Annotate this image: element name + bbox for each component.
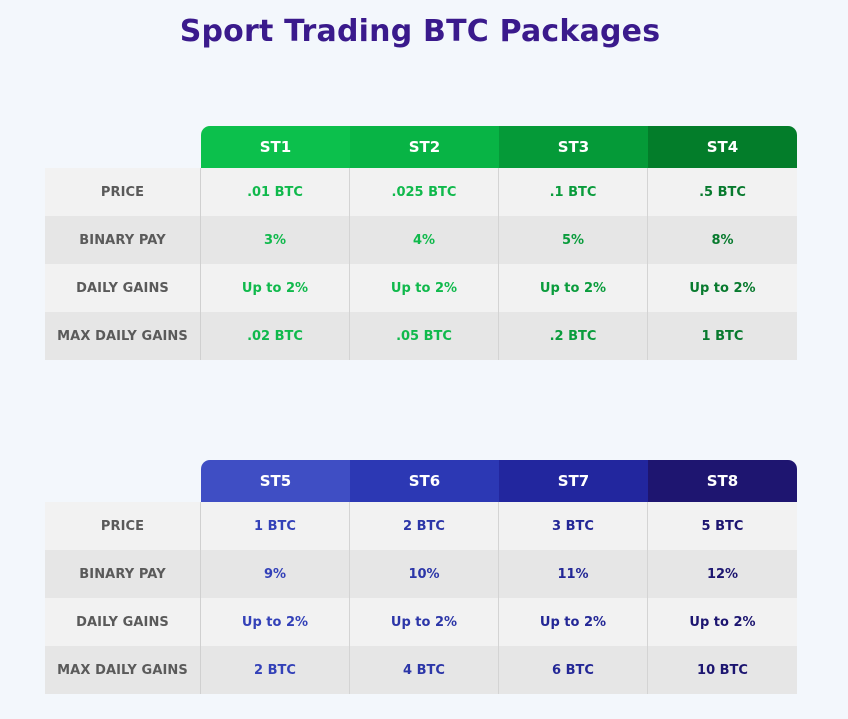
table-cell: 2 BTC (201, 646, 350, 694)
table-cell: .025 BTC (350, 168, 499, 216)
table-cell: 4% (350, 216, 499, 264)
table-cell: 5 BTC (701, 518, 744, 534)
table-cell: 1 BTC (201, 502, 350, 550)
row-label-binary-pay: BINARY PAY (45, 550, 201, 598)
package-header: ST4 (648, 126, 797, 168)
table-cell: Up to 2% (499, 598, 648, 646)
table-cell: .05 BTC (350, 312, 499, 360)
table-cell: 6 BTC (499, 646, 648, 694)
header-spacer (45, 460, 201, 502)
package-header: ST2 (350, 126, 499, 168)
table-cell: 3% (201, 216, 350, 264)
table-row: PRICE 1 BTC 2 BTC 3 BTC 5 BTC (45, 502, 797, 550)
table-cell: 4 BTC (350, 646, 499, 694)
table-cell: Up to 2% (499, 264, 648, 312)
table-row: BINARY PAY 3% 4% 5% 8% (45, 216, 797, 264)
table-row: MAX DAILY GAINS .02 BTC .05 BTC .2 BTC 1… (45, 312, 797, 360)
table-cell: Up to 2% (350, 598, 499, 646)
table-cell: 12% (706, 566, 739, 582)
table-cell: .1 BTC (499, 168, 648, 216)
row-label-max-daily-gains: MAX DAILY GAINS (45, 646, 201, 694)
table-cell: 3 BTC (499, 502, 648, 550)
package-header: ST7 (499, 460, 648, 502)
table-cell: 11% (499, 550, 648, 598)
table-row: MAX DAILY GAINS 2 BTC 4 BTC 6 BTC 10 BTC (45, 646, 797, 694)
table-row: BINARY PAY 9% 10% 11% 12% (45, 550, 797, 598)
row-label-max-daily-gains: MAX DAILY GAINS (45, 312, 201, 360)
header-row: ST5 ST6 ST7 ST8 (45, 460, 797, 502)
package-header: ST5 (201, 460, 350, 502)
row-label-daily-gains: DAILY GAINS (45, 264, 201, 312)
row-label-price: PRICE (45, 502, 201, 550)
table-row: DAILY GAINS Up to 2% Up to 2% Up to 2% U… (45, 598, 797, 646)
table-row: PRICE .01 BTC .025 BTC .1 BTC .5 BTC (45, 168, 797, 216)
table-cell: .01 BTC (201, 168, 350, 216)
table-cell: Up to 2% (689, 614, 756, 630)
table-cell: .5 BTC (699, 184, 746, 200)
table-cell: 10 BTC (697, 662, 748, 678)
table-cell: 10% (350, 550, 499, 598)
table-cell: Up to 2% (201, 598, 350, 646)
header-row: ST1 ST2 ST3 ST4 (45, 126, 797, 168)
row-label-daily-gains: DAILY GAINS (45, 598, 201, 646)
package-header: ST3 (499, 126, 648, 168)
page-title: Sport Trading BTC Packages (179, 14, 661, 49)
packages-table-2: ST5 ST6 ST7 ST8 PRICE 1 BTC 2 BTC 3 BTC … (45, 460, 797, 694)
header-spacer (45, 126, 201, 168)
packages-table-1: ST1 ST2 ST3 ST4 PRICE .01 BTC .025 BTC .… (45, 126, 797, 360)
package-header: ST6 (350, 460, 499, 502)
row-label-binary-pay: BINARY PAY (45, 216, 201, 264)
table-cell: Up to 2% (201, 264, 350, 312)
table-cell: 2 BTC (350, 502, 499, 550)
table-row: DAILY GAINS Up to 2% Up to 2% Up to 2% U… (45, 264, 797, 312)
table-cell: 1 BTC (701, 328, 744, 344)
table-cell: Up to 2% (689, 280, 756, 296)
package-header: ST8 (648, 460, 797, 502)
row-label-price: PRICE (45, 168, 201, 216)
table-cell: 5% (499, 216, 648, 264)
table-cell: 8% (711, 232, 734, 248)
table-cell: .2 BTC (499, 312, 648, 360)
package-header: ST1 (201, 126, 350, 168)
table-cell: .02 BTC (201, 312, 350, 360)
table-cell: Up to 2% (350, 264, 499, 312)
table-cell: 9% (201, 550, 350, 598)
